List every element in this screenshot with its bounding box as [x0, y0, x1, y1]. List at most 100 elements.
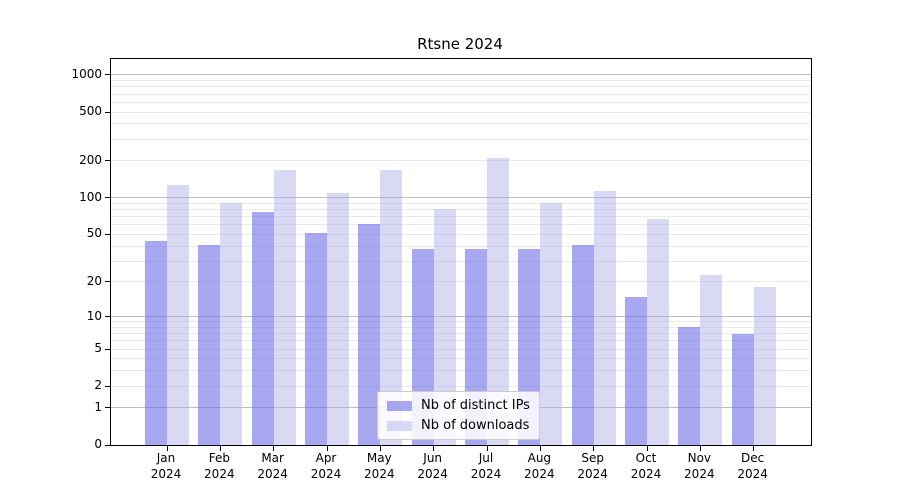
gridline-minor [111, 86, 811, 88]
bar-nb-of-downloads-jul [487, 158, 509, 445]
legend-label-distinct-ips: Nb of distinct IPs [421, 398, 530, 413]
legend-swatch-downloads [387, 420, 412, 431]
gridline-major [111, 74, 811, 76]
grid-layer [111, 59, 811, 445]
x-tick-label-month: Mar [261, 451, 284, 465]
x-tick-label-month: Sep [581, 451, 604, 465]
x-tick-label-month: Jun [423, 451, 443, 465]
x-tick-label-year: 2024 [577, 467, 608, 481]
bar-nb-of-downloads-jun [433, 208, 456, 445]
x-tick-mark [486, 446, 488, 451]
x-tick-label-month: Jan [156, 451, 176, 465]
x-tick-label-year: 2024 [257, 467, 288, 481]
y-tick-mark [105, 197, 110, 199]
legend-swatch-distinct-ips [387, 400, 412, 411]
gridline-major [111, 197, 811, 199]
gridline-minor [111, 101, 811, 103]
gridline-minor [111, 224, 811, 226]
x-tick-label: Jan 2024 [136, 450, 196, 482]
y-tick-label: 5 [94, 341, 102, 356]
y-tick-label: 500 [79, 104, 102, 119]
gridline-minor [111, 233, 811, 235]
x-tick-label-month: Feb [208, 451, 230, 465]
x-tick-mark [646, 446, 648, 451]
y-tick-mark [105, 111, 110, 113]
legend-label-downloads: Nb of downloads [421, 418, 530, 433]
bar-nb-of-downloads-jan [167, 184, 189, 445]
y-tick-mark [105, 348, 110, 350]
bar-nb-of-distinct-ips-apr [305, 233, 327, 445]
x-tick-label: Apr 2024 [296, 450, 356, 482]
gridline-minor [111, 281, 811, 283]
x-tick-label-year: 2024 [470, 467, 502, 481]
bar-nb-of-distinct-ips-feb [198, 244, 221, 445]
y-tick-mark [105, 74, 110, 76]
y-axis-labels: 0 1 2 5 10 20 50 100 200 500 1000 [0, 58, 102, 451]
gridline-minor [111, 348, 811, 350]
x-tick-mark [326, 446, 328, 451]
bar-nb-of-distinct-ips-dec [731, 333, 754, 445]
x-tick-label-year: 2024 [364, 467, 395, 481]
gridline-major [111, 316, 811, 318]
bar-nb-of-downloads-apr [327, 192, 349, 445]
y-tick-mark [105, 316, 110, 318]
y-tick-label: 1 [94, 399, 102, 414]
x-tick-label-year: 2024 [630, 467, 662, 481]
legend-item-distinct-ips: Nb of distinct IPs [387, 398, 530, 413]
x-tick-mark [699, 446, 701, 451]
x-tick-mark [379, 446, 381, 451]
bar-nb-of-distinct-ips-jan [145, 241, 167, 445]
axis-tick-layer [105, 59, 811, 451]
bar-nb-of-downloads-mar [273, 169, 296, 445]
y-tick-mark [105, 160, 110, 162]
y-tick-mark [105, 233, 110, 235]
gridline-minor [111, 245, 811, 247]
x-tick-label-year: 2024 [684, 467, 715, 481]
x-tick-label-year: 2024 [150, 467, 182, 481]
bar-nb-of-downloads-aug [540, 203, 563, 445]
gridline-minor [111, 385, 811, 387]
gridline-minor [111, 216, 811, 218]
x-tick-label: Mar 2024 [243, 450, 303, 482]
x-tick-mark [166, 446, 168, 451]
gridline-minor [111, 123, 811, 125]
legend: Nb of distinct IPs Nb of downloads [377, 391, 540, 440]
gridline-minor [111, 321, 811, 323]
plot-area: Nb of distinct IPs Nb of downloads [105, 58, 812, 451]
y-tick-label: 10 [86, 308, 102, 323]
y-tick-mark [105, 281, 110, 283]
gridline-minor [111, 93, 811, 95]
x-tick-label: Aug 2024 [509, 450, 569, 482]
bar-nb-of-distinct-ips-mar [251, 211, 274, 445]
y-tick-label: 0 [94, 437, 102, 451]
x-tick-label: Nov 2024 [669, 450, 729, 482]
x-tick-label-month: Dec [741, 451, 765, 465]
x-tick-label-month: Aug [527, 451, 552, 465]
x-tick-label-year: 2024 [737, 467, 768, 481]
bar-nb-of-downloads-dec [753, 287, 776, 445]
gridline-minor [111, 370, 811, 372]
bar-nb-of-distinct-ips-sep [571, 244, 594, 445]
bar-nb-of-downloads-may [380, 169, 403, 445]
legend-item-downloads: Nb of downloads [387, 418, 530, 433]
bar-nb-of-distinct-ips-may [358, 223, 381, 445]
bar-nb-of-downloads-nov [700, 274, 723, 445]
bar-nb-of-downloads-oct [647, 219, 669, 445]
gridline-minor [111, 333, 811, 335]
x-tick-label-month: Nov [687, 451, 712, 465]
x-tick-label: Sep 2024 [563, 450, 623, 482]
x-tick-label-year: 2024 [417, 467, 448, 481]
gridline-minor [111, 160, 811, 162]
x-tick-label: Jun 2024 [403, 450, 463, 482]
x-tick-label: Dec 2024 [723, 450, 783, 482]
x-tick-mark [539, 446, 541, 451]
x-tick-mark [593, 446, 595, 451]
bar-nb-of-distinct-ips-oct [625, 296, 647, 445]
y-tick-mark [105, 385, 110, 387]
x-tick-label-year: 2024 [310, 467, 342, 481]
y-tick-label: 1000 [71, 66, 102, 81]
bar-nb-of-downloads-sep [593, 190, 616, 445]
x-tick-label-month: Oct [635, 451, 657, 465]
gridline-minor [111, 358, 811, 360]
